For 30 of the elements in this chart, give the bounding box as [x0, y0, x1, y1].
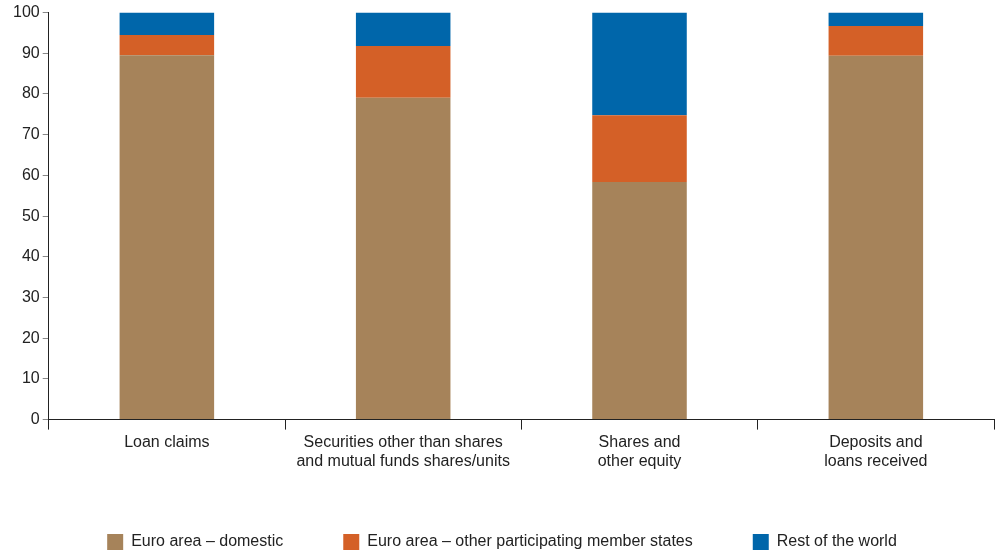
legend-label: Rest of the world — [776, 532, 897, 550]
y-tick-label: 90 — [21, 43, 40, 61]
legend-label: Euro area – other participating member states — [367, 532, 693, 550]
x-tick-label: Loan claims — [124, 432, 210, 450]
x-tick-label: Securities other than shares and mutual funds shares/units — [296, 432, 510, 469]
y-tick-label: 20 — [21, 328, 40, 346]
legend-label: Euro area – domestic — [131, 532, 284, 550]
y-tick-label: 80 — [21, 84, 40, 102]
y-tick-label: 40 — [21, 247, 40, 265]
x-tick-label: Deposits and loans received — [824, 432, 928, 469]
bar — [355, 45, 451, 98]
bar — [119, 55, 215, 420]
bar — [828, 26, 924, 56]
y-tick-label: 10 — [21, 369, 40, 387]
x-tick-label: Shares and other equity — [597, 432, 682, 469]
bar — [355, 97, 451, 420]
bar — [592, 12, 687, 116]
bar — [592, 181, 687, 420]
y-tick-label: 70 — [21, 125, 40, 143]
y-tick-label: 50 — [21, 206, 40, 224]
y-tick-label: 60 — [21, 165, 40, 183]
bar — [828, 12, 924, 27]
y-tick-label: 30 — [21, 287, 40, 305]
bar — [119, 12, 215, 35]
y-tick-label: 0 — [30, 410, 40, 428]
bar — [592, 115, 687, 182]
bar — [119, 34, 215, 56]
y-tick-label: 100 — [12, 3, 40, 21]
bar — [828, 55, 924, 420]
bar — [355, 12, 451, 46]
